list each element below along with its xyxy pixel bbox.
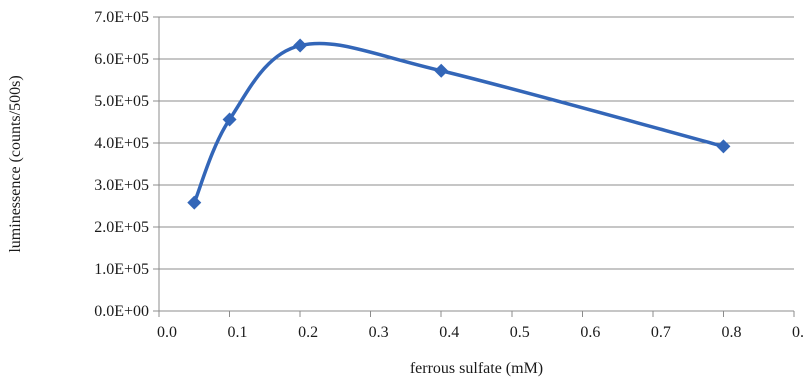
data-point-marker (222, 112, 237, 127)
series-line (192, 41, 726, 205)
x-tick-label: 0.0 (157, 324, 177, 341)
data-point-marker (716, 139, 731, 154)
x-tick-label: 0.5 (510, 324, 530, 341)
y-axis-title: luminessence (counts/500s) (7, 75, 24, 252)
x-tick-label: 0.3 (369, 324, 389, 341)
x-tick-label: 0.1 (228, 324, 248, 341)
x-tick-label: 0.7 (651, 324, 671, 341)
gridlines (159, 16, 794, 270)
x-tick-label: 0.4 (439, 324, 459, 341)
y-tick-label: 6.0E+05 (94, 51, 149, 68)
x-tick-label: 0.2 (298, 324, 318, 341)
y-tick-label: 0.0E+00 (94, 303, 149, 320)
data-point-marker (187, 195, 202, 210)
tick-labels: 0.0E+00 1.0E+05 2.0E+05 3.0E+05 4.0E+05 5.0E+… (94, 9, 804, 341)
y-tick-label: 2.0E+05 (94, 219, 149, 236)
y-tick-label: 7.0E+05 (94, 9, 149, 26)
data-point-marker (434, 63, 449, 78)
y-tick-label: 4.0E+05 (94, 135, 149, 152)
y-tick-label: 5.0E+05 (94, 93, 149, 110)
x-axis-title: ferrous sulfate (mM) (410, 360, 543, 377)
y-tick-label: 3.0E+05 (94, 177, 149, 194)
y-tick-label: 1.0E+05 (94, 261, 149, 278)
data-point-marker (293, 38, 308, 53)
axes (153, 16, 795, 317)
x-tick-label: 0.9 (792, 324, 804, 341)
data-series (192, 41, 726, 205)
x-tick-label: 0.8 (721, 324, 741, 341)
data-markers (187, 38, 731, 210)
x-tick-label: 0.6 (580, 324, 600, 341)
